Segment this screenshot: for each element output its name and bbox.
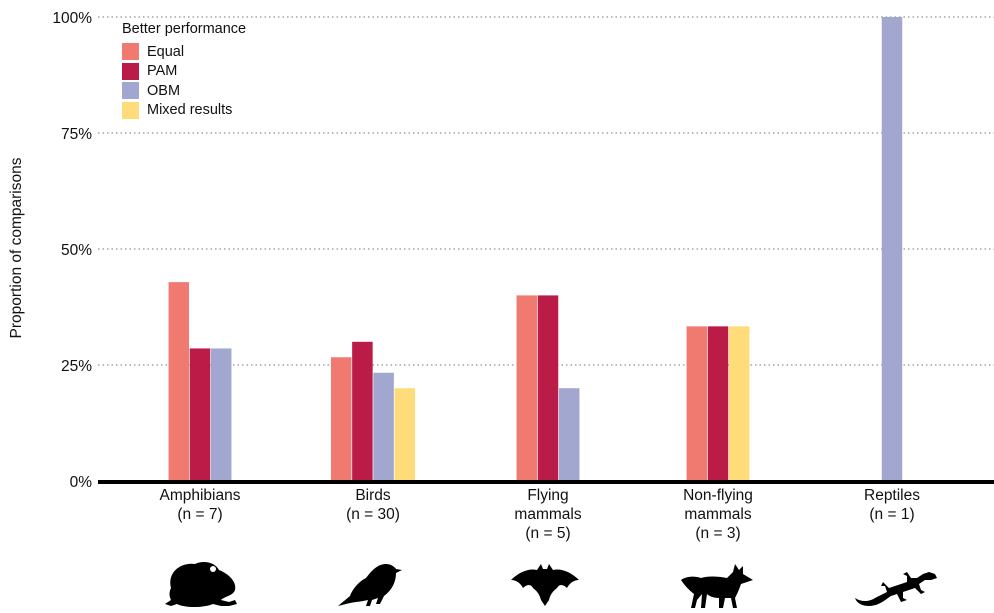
bar-mixed-results: [728, 326, 750, 481]
bar-pam: [537, 295, 559, 481]
bar-pam: [352, 341, 373, 481]
legend-items: Equal PAM OBM Mixed results: [122, 42, 246, 120]
y-tick-label: 0%: [70, 474, 93, 491]
legend-swatch: [122, 82, 139, 100]
x-tick-label: (n = 30): [346, 506, 400, 523]
legend-item: Equal: [122, 42, 246, 62]
x-tick-label: (n = 7): [177, 506, 222, 523]
x-tick-label: Non-flying: [683, 487, 753, 504]
y-tick-label: 100%: [52, 10, 92, 27]
bar-mixed-results: [394, 388, 416, 481]
bird-icon: [338, 564, 402, 606]
legend: Better performance Equal PAM OBM Mixed resu…: [122, 21, 246, 120]
x-tick-labels: Amphibians (n = 7) Birds (n = 30) Flying mamm…: [160, 487, 921, 542]
grid-lines: [98, 16, 994, 366]
x-tick-label: (n = 5): [525, 525, 570, 542]
bar-obm: [881, 17, 903, 481]
x-tick-label: Amphibians: [160, 487, 241, 504]
fox-icon: [681, 564, 753, 608]
y-tick-label: 25%: [61, 358, 92, 375]
x-tick-label: Flying: [527, 487, 568, 504]
bar-obm: [210, 348, 232, 481]
gecko-icon: [855, 572, 937, 606]
x-tick-label: Reptiles: [864, 487, 920, 504]
y-tick-label: 75%: [61, 126, 92, 143]
y-tick-label: 50%: [61, 242, 92, 259]
bat-icon: [511, 564, 579, 606]
legend-swatch: [122, 101, 139, 119]
legend-title: Better performance: [122, 21, 247, 37]
bar-pam: [707, 326, 729, 481]
x-tick-label: Birds: [355, 487, 391, 504]
legend-label: Mixed results: [147, 102, 233, 119]
legend-item: Mixed results: [122, 101, 246, 121]
legend-item: PAM: [122, 62, 246, 82]
bar-equal: [330, 357, 352, 481]
bar-equal: [686, 326, 708, 481]
legend-label: OBM: [147, 82, 181, 99]
legend-label: PAM: [147, 63, 178, 80]
legend-swatch: [122, 43, 139, 61]
x-tick-label: (n = 1): [869, 506, 914, 523]
frog-icon: [165, 562, 237, 607]
bar-pam: [189, 348, 211, 481]
x-tick-label: mammals: [514, 506, 581, 523]
y-tick-labels: 0% 25% 50% 75% 100%: [52, 10, 92, 491]
bar-equal: [516, 295, 538, 481]
legend-item: OBM: [122, 81, 246, 101]
y-axis-label: Proportion of comparisons: [8, 157, 25, 338]
bars: [168, 17, 903, 481]
legend-swatch: [122, 62, 139, 80]
bar-obm: [558, 388, 580, 481]
bar-equal: [168, 282, 190, 481]
x-tick-label: mammals: [684, 506, 751, 523]
bar-obm: [373, 372, 394, 481]
x-tick-label: (n = 3): [695, 525, 740, 542]
silhouettes: [165, 562, 937, 608]
legend-label: Equal: [147, 43, 185, 60]
